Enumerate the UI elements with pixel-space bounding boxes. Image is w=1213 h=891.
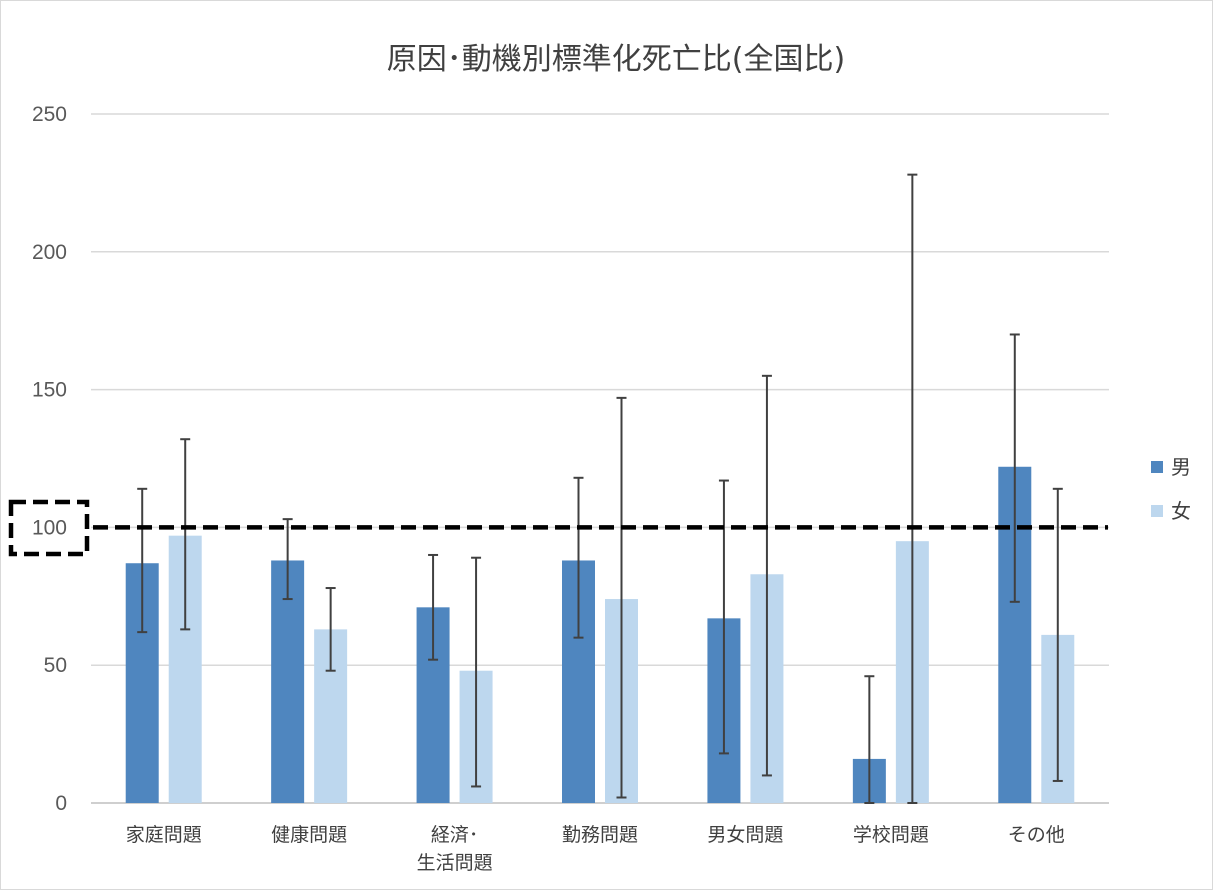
category-label: 健康問題 [271, 824, 347, 846]
y-tick-label: 200 [32, 241, 67, 264]
chart-title: 原因･動機別標準化死亡比(全国比) [387, 42, 845, 77]
bars [125, 466, 1075, 803]
category-label: 勤務問題 [562, 824, 638, 846]
bar-male [271, 560, 305, 803]
y-axis-ticks: 0 50 100 150 200 250 [32, 103, 67, 815]
category-label: 学校問題 [853, 824, 929, 846]
y-tick-label: 50 [44, 654, 67, 677]
category-label: 家庭問題 [126, 824, 202, 846]
reference-line [8, 499, 1108, 557]
legend-swatch [1151, 505, 1163, 517]
legend-label: 男 [1171, 455, 1191, 479]
gridlines [91, 113, 1109, 804]
y-tick-label: 0 [55, 792, 67, 815]
y-tick-label: 150 [32, 379, 67, 402]
legend: 男女 [1151, 455, 1191, 523]
legend-swatch [1151, 461, 1163, 473]
category-label: その他 [1008, 824, 1065, 846]
category-label: 男女問題 [707, 824, 783, 846]
x-axis-labels: 家庭問題 健康問題 経済･生活問題 勤務問題 男女問題 学校問題 その他 [126, 824, 1065, 874]
legend-label: 女 [1171, 499, 1191, 523]
y-tick-label: 100 [32, 516, 67, 539]
y-tick-label: 250 [32, 103, 67, 126]
highlight-box-100 [8, 499, 90, 557]
category-label: 経済･生活問題 [417, 824, 493, 874]
